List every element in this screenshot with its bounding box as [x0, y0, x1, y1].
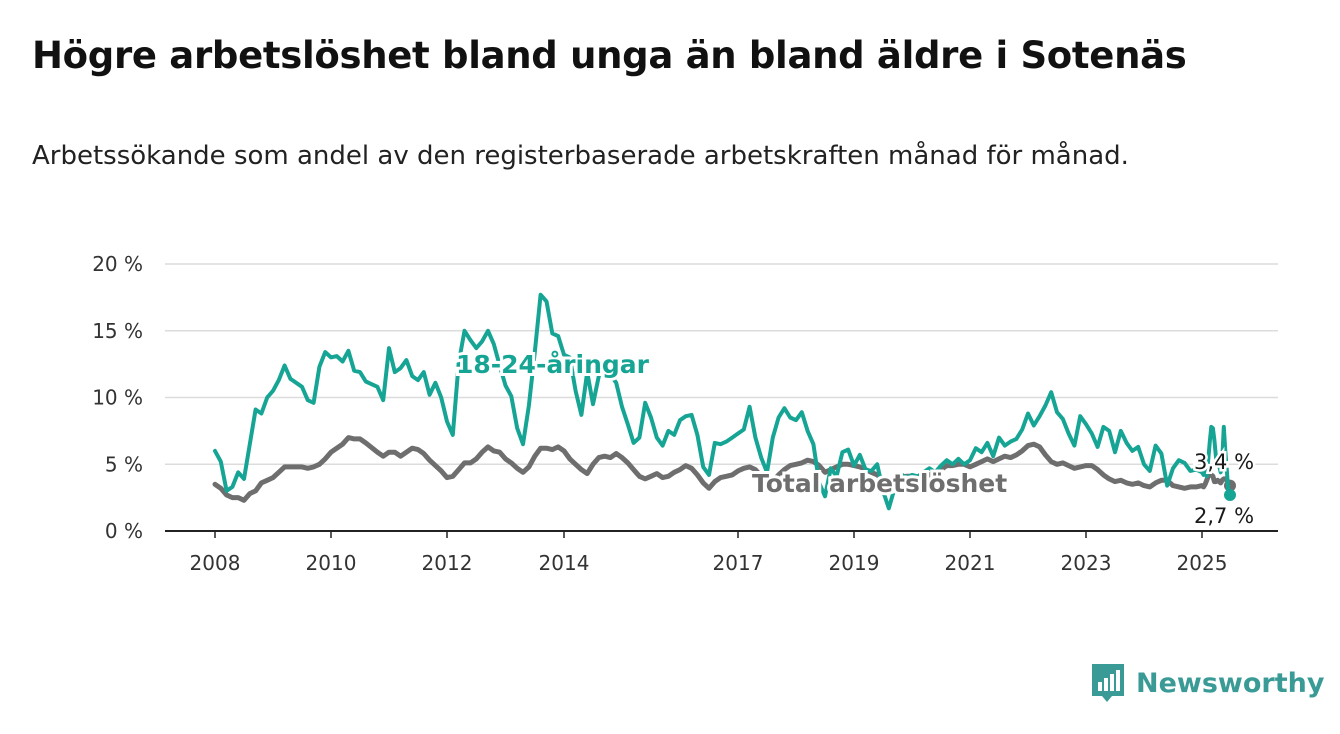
series-lines — [212, 292, 1236, 511]
brand-name: Newsworthy — [1136, 667, 1325, 699]
y-tick-label: 20 % — [92, 252, 143, 276]
newsworthy-logo: Newsworthy — [1090, 662, 1324, 704]
youth-series-line — [213, 292, 1232, 511]
y-tick-label: 15 % — [92, 319, 143, 343]
x-tick-label: 2023 — [1061, 551, 1112, 575]
x-tick-label: 2010 — [306, 551, 357, 575]
x-tick-label: 2014 — [539, 551, 590, 575]
x-tick-label: 2008 — [190, 551, 241, 575]
x-tick-label: 2025 — [1177, 551, 1228, 575]
y-tick-label: 10 % — [92, 386, 143, 410]
y-tick-label: 5 % — [105, 452, 143, 476]
bar-chart-logo-icon — [1092, 664, 1124, 702]
x-tick-label: 2012 — [422, 551, 473, 575]
total-series-label: Total arbetslöshet — [752, 469, 1007, 498]
x-tick-label: 2019 — [829, 551, 880, 575]
youth-end-point — [1224, 488, 1236, 501]
axes: 0 % 5 % 10 % 15 % 20 % 2008 2010 2012 2014 2017 20… — [92, 252, 1278, 575]
total-end-value-label: 3,4 % — [1194, 450, 1254, 474]
x-tick-label: 2021 — [945, 551, 996, 575]
youth-end-value-label: 2,7 % — [1194, 504, 1254, 528]
chart-subtitle: Arbetssökande som andel av den registerb… — [32, 141, 1129, 171]
youth-series-label: 18-24-åringar — [456, 350, 650, 379]
y-tick-label: 0 % — [105, 519, 143, 543]
x-tick-label: 2017 — [713, 551, 764, 575]
chart-title: Högre arbetslöshet bland unga än bland ä… — [32, 34, 1187, 77]
total-series-line — [212, 435, 1233, 503]
labels: 18-24-åringar Total arbetslöshet 3,4 % 2,7 … — [453, 347, 1257, 531]
